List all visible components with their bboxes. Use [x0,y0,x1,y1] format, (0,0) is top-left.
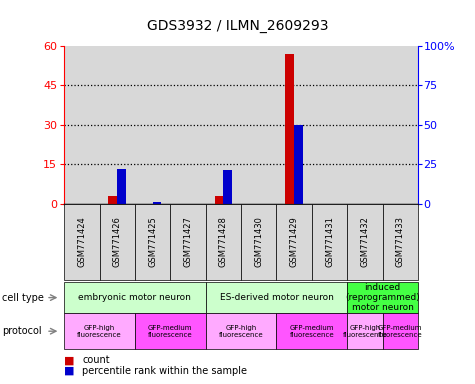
Bar [108,196,117,204]
Text: GDS3932 / ILMN_2609293: GDS3932 / ILMN_2609293 [147,19,328,33]
Text: GSM771433: GSM771433 [396,217,405,267]
Text: GSM771426: GSM771426 [113,217,122,267]
Bar [152,202,162,204]
Text: GFP-medium
fluorescence: GFP-medium fluorescence [378,325,423,338]
Text: percentile rank within the sample: percentile rank within the sample [82,366,247,376]
Text: ES-derived motor neuron: ES-derived motor neuron [219,293,333,302]
Text: GSM771432: GSM771432 [361,217,370,267]
Text: GFP-medium
fluorescence: GFP-medium fluorescence [148,325,192,338]
Bar [223,170,232,204]
Text: GSM771430: GSM771430 [254,217,263,267]
Text: count: count [82,355,110,365]
Text: GFP-medium
fluorescence: GFP-medium fluorescence [290,325,334,338]
Text: GSM771428: GSM771428 [219,217,228,267]
Text: GSM771429: GSM771429 [290,217,299,267]
Bar [285,54,294,204]
Bar [170,46,206,204]
Text: embryonic motor neuron: embryonic motor neuron [78,293,191,302]
Bar [117,169,126,204]
Bar [383,46,418,204]
Text: GSM771431: GSM771431 [325,217,334,267]
Text: GFP-high
fluorescence: GFP-high fluorescence [342,325,387,338]
Text: GSM771427: GSM771427 [183,217,192,267]
Text: GFP-high
fluorescence: GFP-high fluorescence [219,325,263,338]
Text: ■: ■ [64,366,75,376]
Bar [206,46,241,204]
Text: GSM771424: GSM771424 [77,217,86,267]
Bar [215,196,223,204]
Bar [312,46,347,204]
Bar [64,46,100,204]
Text: ■: ■ [64,355,75,365]
Bar [347,46,383,204]
Text: GFP-high
fluorescence: GFP-high fluorescence [77,325,122,338]
Bar [135,46,171,204]
Bar [294,125,303,204]
Text: protocol: protocol [2,326,42,336]
Bar [99,46,135,204]
Bar [276,46,312,204]
Text: cell type: cell type [2,293,44,303]
Bar [241,46,276,204]
Text: induced
(reprogrammed)
motor neuron: induced (reprogrammed) motor neuron [345,283,420,313]
Text: GSM771425: GSM771425 [148,217,157,267]
